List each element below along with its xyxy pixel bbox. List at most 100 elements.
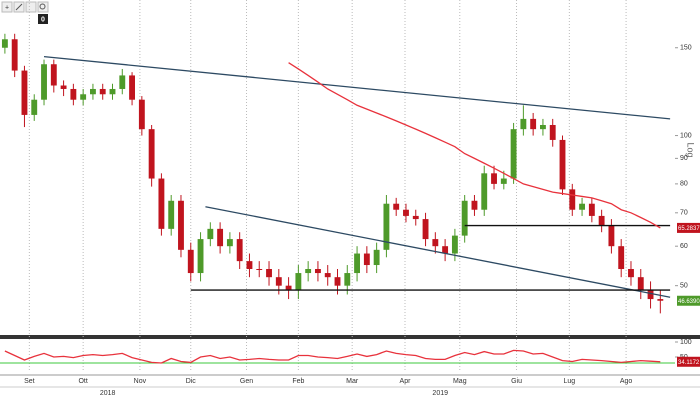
candle-body (246, 261, 253, 270)
candle-body (657, 299, 664, 301)
candle-body (256, 269, 263, 271)
candle-body (393, 203, 400, 210)
candle-body (461, 200, 468, 236)
osc-last-label: 34.1172 (678, 360, 700, 366)
candle-body (647, 290, 654, 300)
badge[interactable] (38, 14, 48, 24)
x-tick-label: Set (24, 378, 35, 385)
candle-body (21, 70, 28, 115)
candle-body (500, 178, 507, 184)
candle-body (315, 269, 321, 274)
candle-body (432, 239, 439, 247)
oscillator-line (4, 349, 661, 364)
candle-body (608, 225, 615, 247)
ma-last-label-box (677, 222, 700, 233)
candle-body (579, 203, 585, 210)
candle-body (637, 277, 644, 291)
candle-body (491, 173, 497, 184)
candle-body (168, 200, 175, 229)
x-tick-label: Apr (400, 378, 412, 385)
candle-body (442, 246, 449, 254)
candle-body (129, 75, 135, 100)
panel-separator (0, 335, 700, 339)
x-tick-label: Gen (240, 378, 253, 385)
y-tick-label: 90 (680, 155, 688, 162)
x-tick-label: Ott (78, 378, 87, 385)
candle-body (628, 269, 634, 278)
x-tick-label: Feb (292, 378, 304, 385)
candle-body (520, 118, 527, 130)
candle-body (373, 249, 380, 266)
candle-body (70, 88, 77, 100)
search-button[interactable] (37, 1, 49, 13)
candle-body (119, 75, 126, 89)
badge-text: 0 (41, 16, 45, 23)
candle-body (569, 189, 576, 210)
year-label: 2018 (100, 390, 116, 397)
annotate-button[interactable] (25, 1, 37, 13)
candle-body (178, 200, 184, 250)
search-icon (39, 3, 46, 10)
candle-body (471, 200, 478, 210)
trendline (43, 55, 671, 120)
candle-body (226, 239, 233, 247)
candle-body (275, 277, 282, 286)
candle-body (1, 39, 8, 48)
zoom-icon: + (5, 4, 9, 11)
candle-body (207, 228, 214, 240)
candle-body (158, 178, 165, 229)
candle-body (197, 239, 204, 274)
candle-body (334, 277, 341, 286)
candle-body (60, 85, 67, 89)
last-price-label-box (677, 295, 700, 306)
candle-body (481, 173, 488, 210)
candle-body (236, 239, 243, 262)
y-tick-label: 60 (680, 243, 688, 250)
year-label: 2019 (432, 390, 448, 397)
candle-body (11, 39, 18, 71)
x-tick-label: Giu (511, 378, 522, 385)
x-tick-label: Mag (453, 378, 467, 385)
candle-body (41, 64, 47, 100)
moving-average (288, 62, 661, 229)
y-tick-label: 70 (680, 210, 688, 217)
x-tick-label: Nov (134, 378, 147, 385)
x-tick-label: Lug (564, 378, 576, 385)
y-tick-label: 50 (680, 283, 688, 290)
candle-body (618, 246, 625, 270)
y-tick-label: 80 (680, 181, 688, 188)
zoom-button[interactable] (1, 1, 13, 13)
osc-tick-label: 100 (680, 339, 692, 346)
x-tick-label: Mar (346, 378, 359, 385)
candle-body (285, 285, 292, 291)
candle-body (90, 88, 96, 95)
candle-body (344, 273, 351, 286)
candle-body (549, 124, 556, 140)
candle-body (324, 273, 331, 278)
candle-body (383, 203, 390, 250)
x-tick-label: Ago (620, 378, 633, 385)
trendline (205, 206, 671, 298)
candle-body (266, 269, 272, 278)
candle-body (99, 88, 106, 95)
candle-body (598, 215, 605, 226)
ma-last-label: 65.2837 (678, 226, 700, 232)
y-tick-label: 100 (680, 132, 692, 139)
candle-body (530, 118, 537, 130)
candle-body (510, 129, 517, 179)
candle-body (363, 253, 370, 266)
candle-body (31, 99, 38, 115)
candle-body (422, 219, 429, 240)
candle-body (451, 235, 458, 254)
candle-body (305, 269, 312, 274)
candle-body (559, 139, 566, 190)
candle-body (109, 88, 116, 95)
candle-body (588, 203, 595, 216)
candle-body (217, 228, 224, 247)
y-tick-label: 150 (680, 45, 692, 52)
candle-body (80, 94, 87, 100)
candle-body (138, 99, 145, 130)
candle-body (187, 249, 194, 274)
